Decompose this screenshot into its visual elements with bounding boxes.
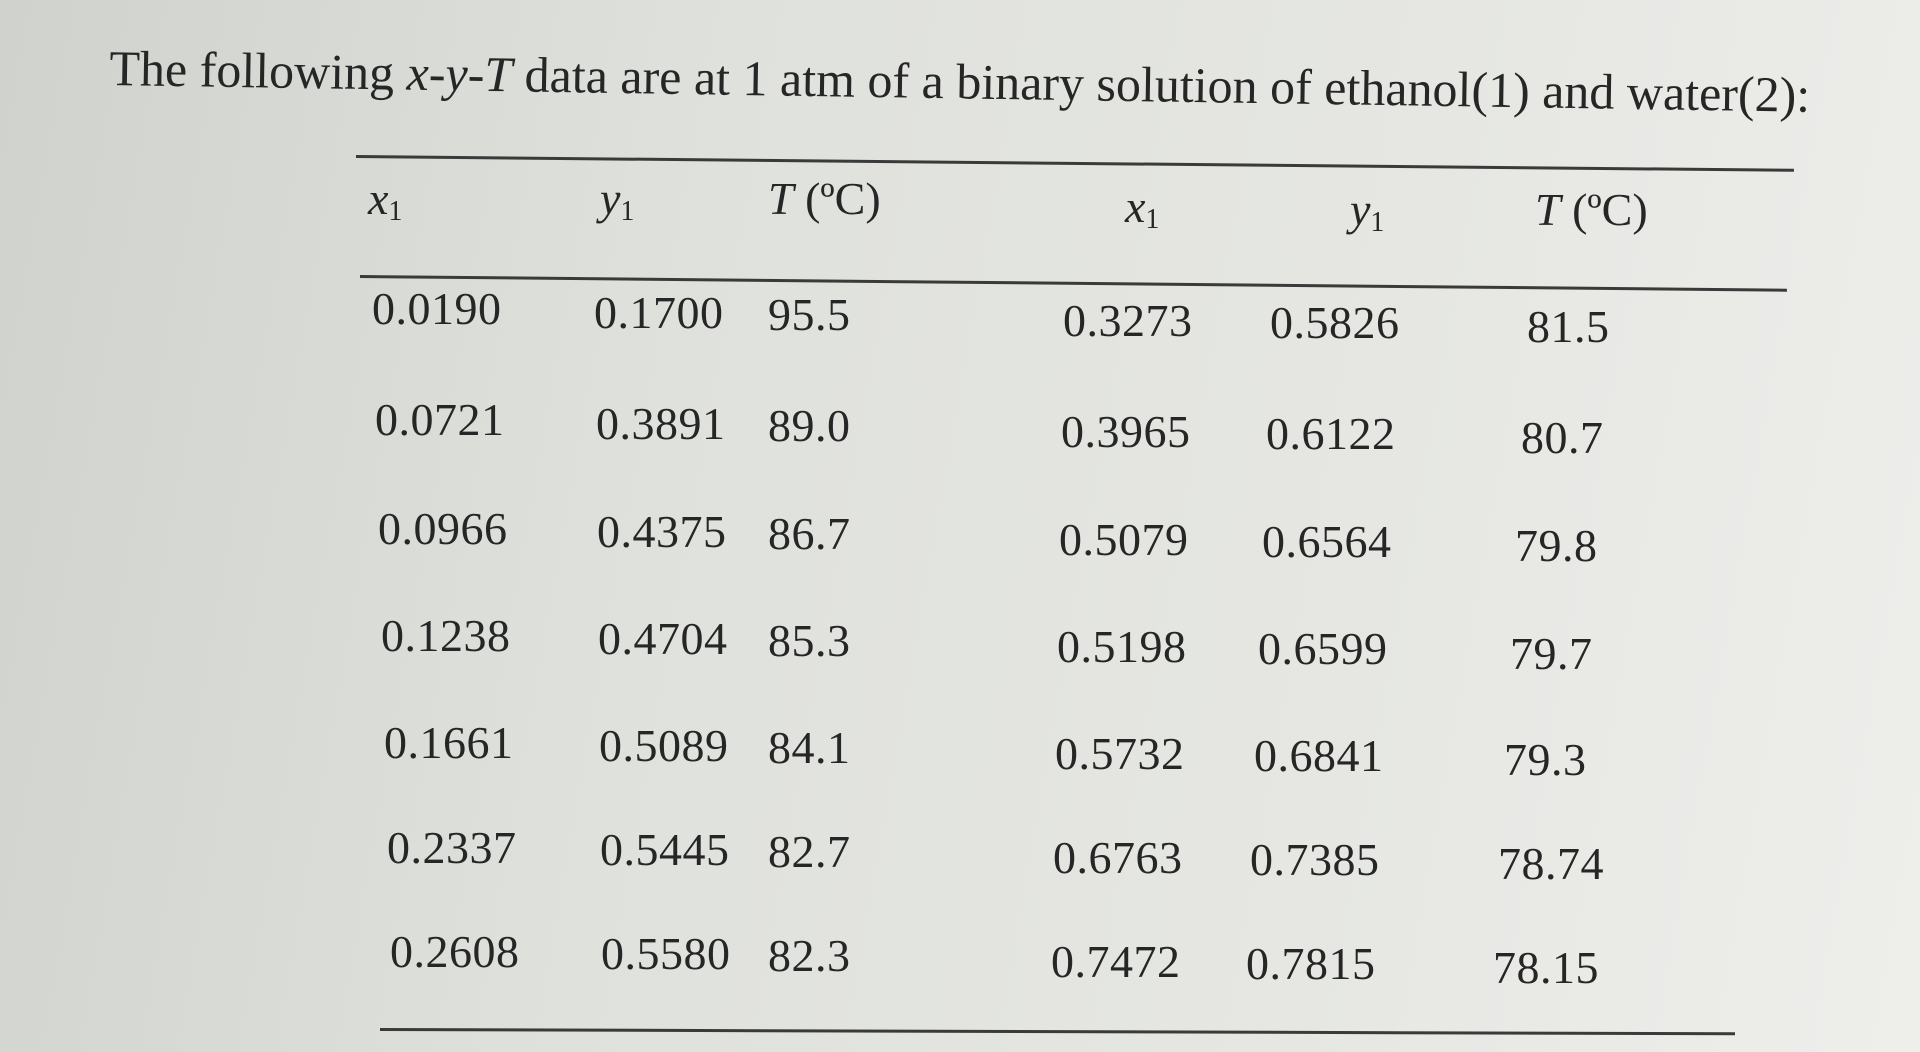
table-header-rule <box>359 275 1787 292</box>
table-cell: 89.0 <box>768 400 851 451</box>
table-cell: 0.0190 <box>372 283 502 334</box>
table-cell: 0.5732 <box>1055 728 1185 779</box>
table-cell: 0.6763 <box>1053 832 1183 883</box>
table-cell: 0.7815 <box>1246 938 1376 989</box>
table-cell: 0.3273 <box>1063 295 1193 346</box>
intro-dash-2: - <box>467 45 485 102</box>
table-cell: 0.7385 <box>1250 834 1380 885</box>
table-cell: 79.7 <box>1510 628 1593 679</box>
table-bottom-rule <box>379 1028 1735 1036</box>
table-cell: 0.5580 <box>601 928 731 979</box>
table-cell: 0.4704 <box>598 613 728 664</box>
table-cell: 0.0966 <box>378 503 508 554</box>
table-cell: 0.3891 <box>596 398 726 449</box>
table-cell: 82.3 <box>768 930 851 981</box>
header-y1-left: y1 <box>600 173 635 227</box>
intro-var-t: T <box>483 45 513 103</box>
table-cell: 0.6841 <box>1254 730 1384 781</box>
table-cell: 85.3 <box>768 615 851 666</box>
table-cell: 0.1238 <box>381 610 511 661</box>
table-cell: 0.3965 <box>1061 406 1191 457</box>
table-cell: 0.5445 <box>600 824 730 875</box>
table-cell: 0.6564 <box>1262 516 1392 567</box>
table-cell: 0.6122 <box>1266 408 1396 459</box>
table-cell: 0.5089 <box>599 720 729 771</box>
table-cell: 81.5 <box>1527 301 1610 352</box>
intro-dash-1: - <box>428 45 446 102</box>
table-cell: 79.8 <box>1515 520 1598 571</box>
header-t-right: T (ºC) <box>1535 184 1648 235</box>
table-cell: 0.5198 <box>1057 621 1187 672</box>
table-cell: 78.74 <box>1498 838 1604 889</box>
table-cell: 0.5079 <box>1059 514 1189 565</box>
table-cell: 95.5 <box>768 289 851 340</box>
header-y1-right: y1 <box>1350 184 1385 238</box>
table-cell: 78.15 <box>1493 942 1599 993</box>
table-cell: 79.3 <box>1504 734 1587 785</box>
intro-suffix: data are at 1 atm of a binary solution o… <box>511 46 1811 123</box>
intro-var-y: y <box>445 45 469 102</box>
header-x1-left: x1 <box>368 173 403 227</box>
table-cell: 0.4375 <box>597 506 727 557</box>
header-t-left: T (ºC) <box>768 173 881 224</box>
table-cell: 0.1661 <box>384 717 514 768</box>
table-cell: 82.7 <box>768 826 851 877</box>
table-cell: 0.5826 <box>1270 297 1400 348</box>
table-cell: 0.2608 <box>390 926 520 977</box>
table-cell: 84.1 <box>768 722 851 773</box>
table-cell: 0.6599 <box>1258 623 1388 674</box>
table-cell: 86.7 <box>768 508 851 559</box>
intro-var-x: x <box>406 44 430 102</box>
table-cell: 0.7472 <box>1051 936 1181 987</box>
table-top-rule <box>355 155 1794 172</box>
intro-prefix: The following <box>109 39 408 101</box>
header-x1-right: x1 <box>1125 181 1160 235</box>
table-cell: 0.2337 <box>387 822 517 873</box>
table-cell: 80.7 <box>1521 412 1604 463</box>
table-cell: 0.1700 <box>594 287 724 338</box>
table-cell: 0.0721 <box>375 394 505 445</box>
intro-sentence: The following x-y-T data are at 1 atm of… <box>109 38 1811 125</box>
